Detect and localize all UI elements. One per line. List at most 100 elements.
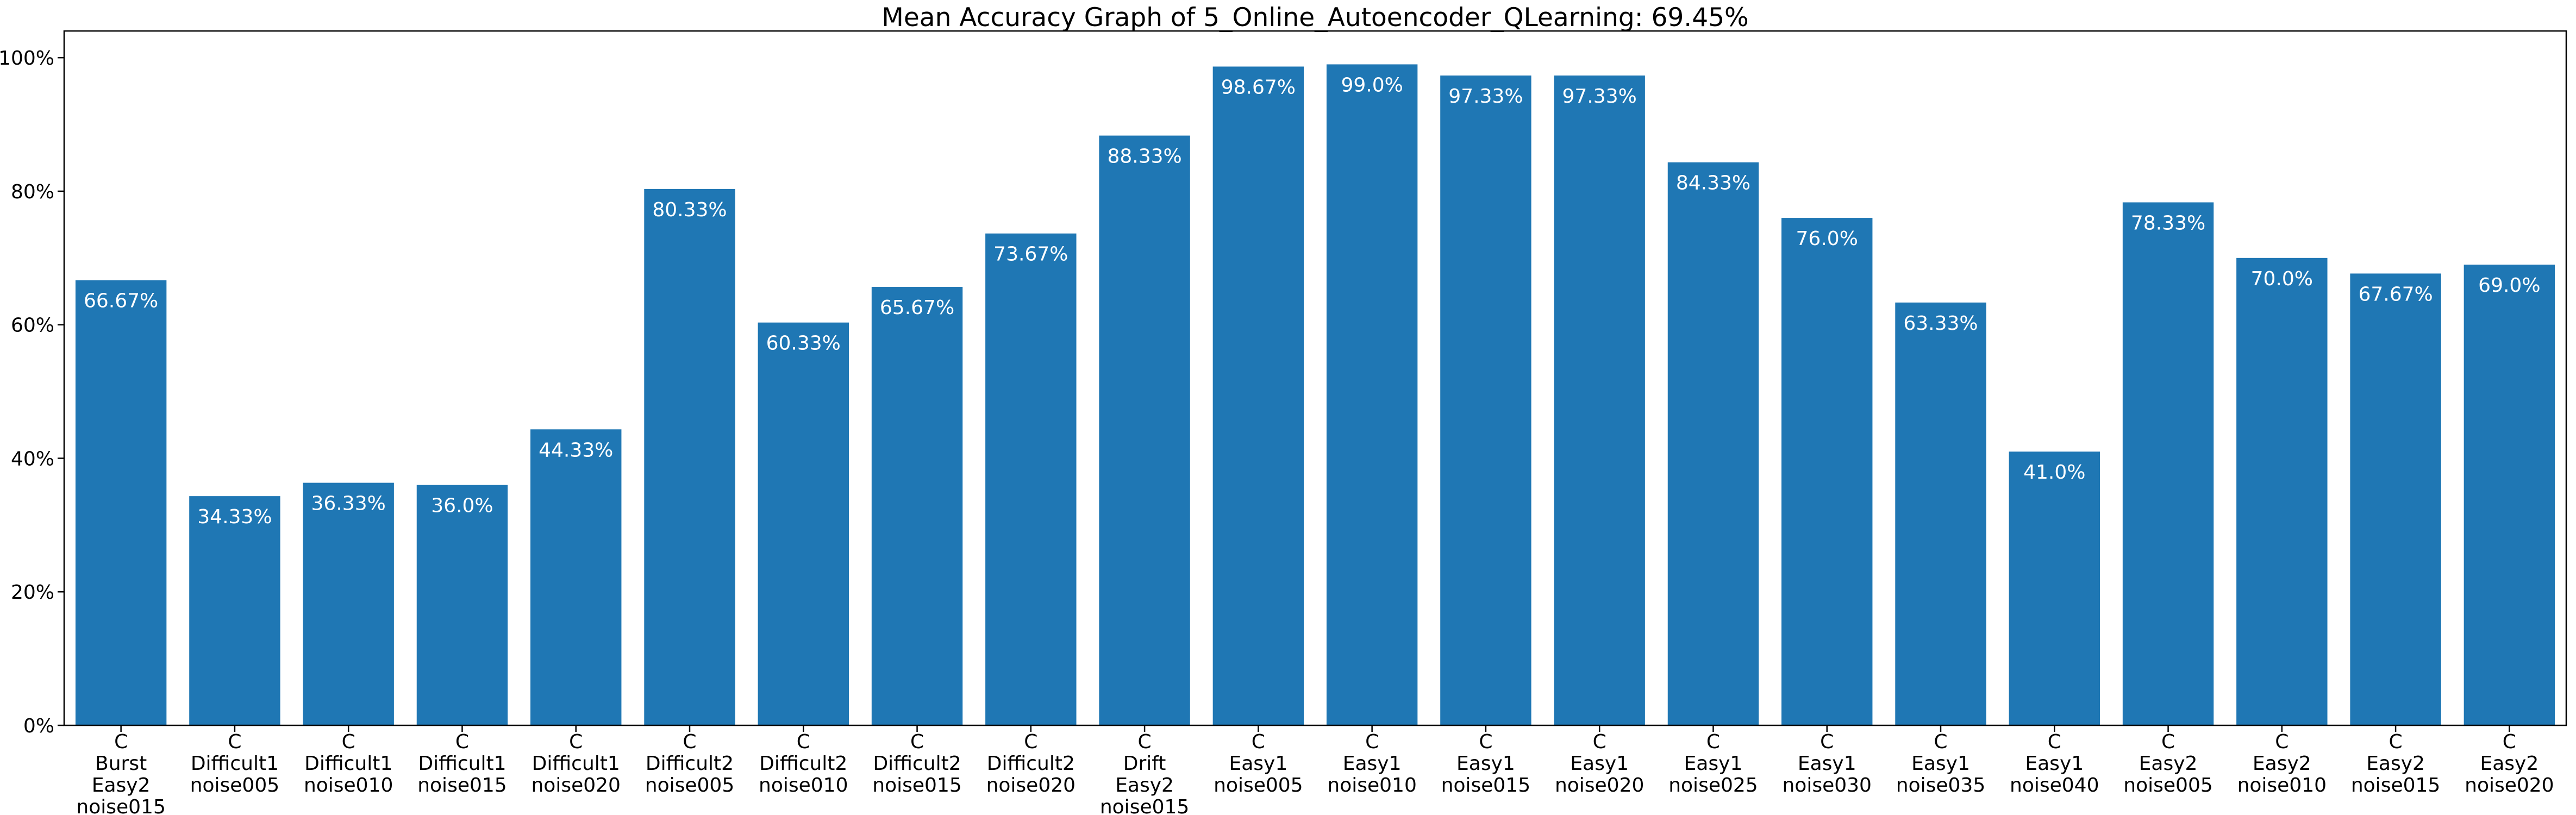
x-tick-label-line: C	[2503, 731, 2516, 753]
x-tick-label: C Easy1 noise015	[1441, 731, 1530, 797]
bar	[2464, 265, 2555, 725]
bar	[1212, 66, 1304, 725]
x-tick-label-line: C	[1365, 731, 1379, 753]
x-tick-label: C Difficult1 noise005	[190, 731, 279, 797]
x-tick-label: C Easy1 noise005	[1214, 731, 1303, 797]
bar-value-label: 97.33%	[1448, 85, 1523, 108]
x-tick-label-line: Easy1	[1229, 753, 1287, 775]
bar	[1781, 218, 1873, 726]
bar-value-label: 70.0%	[2251, 268, 2313, 290]
x-tick-label-line: noise010	[1327, 774, 1416, 797]
x-tick-label-line: noise035	[1896, 774, 1985, 797]
bar-value-label: 44.33%	[539, 439, 613, 461]
bar	[75, 280, 167, 725]
x-tick-label-line: Difficult1	[304, 753, 392, 775]
x-tick-label-line: noise005	[190, 774, 279, 797]
bar-value-label: 65.67%	[880, 297, 954, 319]
x-tick-label: C Easy1 noise020	[1555, 731, 1644, 797]
bars-group	[75, 64, 2555, 726]
x-tick-label-line: Easy1	[2025, 753, 2084, 775]
y-tick-label: 0%	[23, 715, 54, 737]
bar	[1667, 162, 1759, 725]
x-tick-label-line: noise015	[76, 796, 165, 815]
bar	[2350, 273, 2441, 725]
bar-value-label: 88.33%	[1107, 146, 1181, 168]
x-tick-label-line: C	[797, 731, 810, 753]
x-tick-label-line: C	[1706, 731, 1720, 753]
x-tick-label-line: Difficult1	[191, 753, 279, 775]
x-tick-label-line: noise015	[1441, 774, 1530, 797]
bar-value-label: 73.67%	[993, 243, 1068, 266]
bar-value-label: 97.33%	[1562, 85, 1637, 108]
bar	[1326, 64, 1418, 726]
bar	[1554, 75, 1645, 726]
x-tick-label: C Easy1 noise040	[2010, 731, 2099, 797]
x-tick-label: C Easy1 noise025	[1668, 731, 1758, 797]
x-tick-label-line: Difficult2	[759, 753, 847, 775]
x-tick-label-line: noise010	[304, 774, 393, 797]
bar	[758, 322, 849, 725]
x-tick-label-line: Easy1	[1456, 753, 1515, 775]
x-tick-label: C Easy1 noise030	[1782, 731, 1871, 797]
bar	[303, 482, 394, 725]
bar	[1099, 135, 1190, 726]
x-tick-label: C Difficult2 noise010	[759, 731, 848, 797]
bar-value-label: 41.0%	[2023, 461, 2085, 484]
bar-value-label: 78.33%	[2131, 212, 2205, 234]
y-axis: 0% 20% 40% 60% 80% 100%	[0, 47, 64, 737]
x-tick-label: C Easy2 noise015	[2351, 731, 2440, 797]
x-tick-label-line: noise005	[1214, 774, 1303, 797]
plot-area-frame	[63, 30, 2567, 726]
y-tick-label: 100%	[0, 47, 54, 70]
bar-value-label: 76.0%	[1796, 228, 1858, 250]
x-tick-label: C Difficult2 noise005	[645, 731, 734, 797]
x-tick-label-line: C	[1138, 731, 1152, 753]
x-tick-label-line: Easy2	[2139, 753, 2198, 775]
x-tick-label-line: noise005	[2123, 774, 2212, 797]
x-tick-label-line: C	[1934, 731, 1947, 753]
bar-value-label: 63.33%	[1903, 312, 1978, 335]
x-tick-label-line: Difficult2	[987, 753, 1075, 775]
bar-value-label: 69.0%	[2478, 274, 2540, 297]
bar	[189, 496, 280, 725]
x-tick-label-line: Easy2	[2253, 753, 2311, 775]
x-tick-label-line: noise020	[531, 774, 620, 797]
y-tick-label: 40%	[11, 448, 54, 470]
x-tick-label: C Difficult1 noise010	[304, 731, 393, 797]
bar	[2122, 202, 2214, 725]
x-tick-label-line: C	[1820, 731, 1834, 753]
x-tick-label-line: C	[114, 731, 128, 753]
bar	[644, 189, 735, 725]
x-tick-label-line: C	[1024, 731, 1037, 753]
bar-value-label: 66.67%	[84, 290, 158, 312]
x-tick-label: C Drift Easy2 noise015	[1100, 731, 1189, 815]
x-tick-label-line: noise010	[2237, 774, 2327, 797]
bar-value-label: 36.33%	[311, 493, 386, 515]
x-tick-label-line: Easy2	[92, 774, 151, 797]
x-tick-label-line: noise005	[645, 774, 734, 797]
x-tick-label-line: noise020	[2465, 774, 2554, 797]
x-tick-label-line: Easy1	[1570, 753, 1629, 775]
x-tick-label-line: C	[2275, 731, 2289, 753]
x-tick-label-line: Easy2	[2366, 753, 2425, 775]
chart-title: Mean Accuracy Graph of 5_Online_Autoenco…	[881, 3, 1748, 33]
bar	[2236, 258, 2328, 725]
x-tick-label: C Easy1 noise010	[1327, 731, 1416, 797]
x-tick-label-line: Easy2	[1115, 774, 1174, 797]
bar	[1440, 75, 1531, 726]
x-tick-label: C Easy2 noise010	[2237, 731, 2327, 797]
bar	[985, 233, 1077, 725]
x-tick-label: C Difficult1 noise015	[417, 731, 507, 797]
x-tick-label: C Easy2 noise020	[2465, 731, 2554, 797]
bar-value-label: 80.33%	[652, 199, 727, 221]
x-tick-label-line: C	[228, 731, 241, 753]
x-tick-label-line: Difficult2	[873, 753, 961, 775]
bar-value-label: 99.0%	[1341, 74, 1403, 96]
x-tick-label-line: C	[455, 731, 469, 753]
x-tick-label-line: noise025	[1668, 774, 1758, 797]
bar	[416, 485, 508, 725]
x-tick-label-line: Burst	[95, 753, 147, 775]
x-tick-label-line: C	[2048, 731, 2061, 753]
x-tick-label: C Difficult1 noise020	[531, 731, 620, 797]
